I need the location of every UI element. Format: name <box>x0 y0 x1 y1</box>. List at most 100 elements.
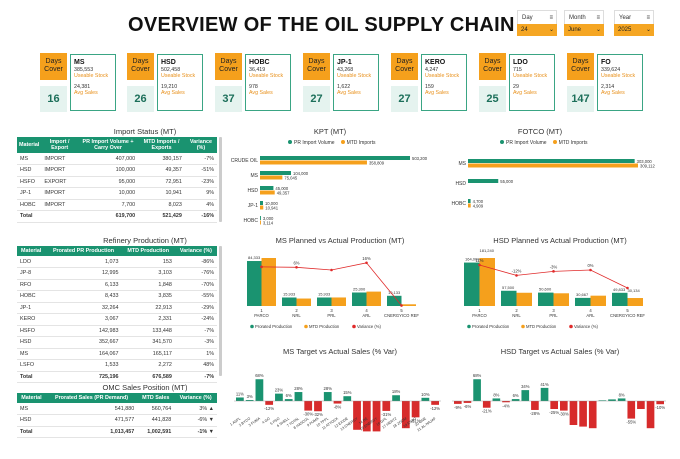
days-cover-value: 37 <box>215 86 242 112</box>
variance-bar <box>284 399 293 401</box>
table-cell: 352,667 <box>45 336 122 349</box>
month-filter[interactable]: Month ≡ June ⌄ <box>564 10 604 36</box>
category-label: CNERGYICO REF <box>610 313 645 318</box>
table-row: HSFO EXPORT 95,000 72,951 -23% <box>17 176 217 188</box>
category-label: 14 BE <box>358 416 369 425</box>
table-row: HSD IMPORT 100,000 49,357 -51% <box>17 164 217 177</box>
column-header[interactable]: Material <box>17 393 46 403</box>
variance-label: 11% <box>475 258 483 263</box>
table-header-row: Material Prorated Sales (PR Demand) MTD Sa… <box>17 393 217 403</box>
variance-label: -32% <box>313 412 323 417</box>
table-cell: -76% <box>174 267 217 280</box>
column-header[interactable]: Variance (%) <box>174 246 217 256</box>
table-cell: -7% <box>184 153 217 165</box>
variance-label: 8% <box>619 392 625 397</box>
avg-sales-value: 1,622 <box>337 83 351 90</box>
column-header[interactable]: MTD Production <box>121 246 175 256</box>
variance-label: -12% <box>512 268 522 273</box>
table-cell: -51% <box>184 164 217 177</box>
mtd-value-label: 4,909 <box>473 204 484 209</box>
column-header[interactable]: Variance (%) <box>184 137 217 153</box>
mtd-bar <box>260 190 275 195</box>
category-label: 5 PSO <box>270 416 281 425</box>
pr-bar <box>468 199 471 203</box>
pr-value-label: 104,000 <box>293 171 309 176</box>
column-header[interactable]: MTD Sales <box>137 393 175 403</box>
chevron-down-icon: ⌄ <box>595 27 601 33</box>
avg-sales-value: 978 <box>249 83 258 90</box>
legend-label: Variance (%) <box>574 324 598 329</box>
variance-bar <box>627 401 636 419</box>
variance-bar <box>421 397 430 401</box>
total-cell: 521,429 <box>138 210 185 223</box>
card-info: MS 385,553 Useable Stock 24,381 Avg Sale… <box>70 54 116 111</box>
category-number: 3 <box>330 308 333 313</box>
table-cell: 10,000 <box>77 187 139 200</box>
page-title: OVERVIEW OF THE OIL SUPPLY CHAIN <box>128 14 515 36</box>
ms-sales-title: MS Target vs Actual Sales (% Var) <box>283 347 397 356</box>
column-header[interactable]: Import / Export <box>41 137 78 153</box>
table-cell: 95,000 <box>77 176 139 188</box>
variance-label: 23% <box>275 388 284 393</box>
refinery-table-scrollbar[interactable] <box>219 246 222 376</box>
days-cover-value: 27 <box>303 86 330 112</box>
table-header-row: Material Import / Export PR Import Volume … <box>17 137 217 153</box>
table-cell: -86% <box>174 256 217 268</box>
column-header[interactable]: Prorated PR Production <box>45 246 122 256</box>
legend-label: Prorated Production <box>472 324 510 329</box>
legend-mtd: MTD Imports <box>558 140 588 146</box>
days-cover-label: Days Cover <box>127 53 154 80</box>
card-info: HSD 502,458 Useable Stock 19,210 Avg Sal… <box>157 54 203 111</box>
variance-label: -10% <box>655 405 665 410</box>
table-row: JP-8 12,995 3,103 -76% <box>17 267 217 280</box>
variance-bar <box>588 401 597 429</box>
avg-sales-label: Avg Sales <box>337 90 361 97</box>
column-header[interactable]: PR Import Volume + Carry Over <box>77 137 139 153</box>
category-number: 5 <box>626 308 629 313</box>
variance-point <box>515 274 518 277</box>
variance-bar <box>463 401 472 403</box>
variance-label: -55% <box>626 420 636 425</box>
legend-pr: PR Import Volume <box>506 140 547 146</box>
column-header[interactable]: MTD Imports / Exports <box>138 137 185 153</box>
total-cell: 619,700 <box>77 210 139 223</box>
pr-bar <box>260 171 292 175</box>
planned-value-label: 50,600 <box>539 287 552 292</box>
actual-bar <box>261 258 276 306</box>
legend-label: Prorated Production <box>255 324 293 329</box>
table-cell: 49,357 <box>138 164 185 177</box>
variance-label: 18% <box>392 389 401 394</box>
variance-label: -30% <box>303 412 313 417</box>
day-filter[interactable]: Day ≡ 24 ⌄ <box>517 10 557 36</box>
table-cell: 407,000 <box>77 153 139 165</box>
product-name: HOBC <box>249 59 270 66</box>
column-header[interactable]: Material <box>17 246 46 256</box>
variance-bar <box>245 400 254 401</box>
variance-label: -12% <box>264 406 274 411</box>
table-row: JP-1 IMPORT 10,000 10,941 9% <box>17 187 217 200</box>
column-header[interactable]: Material <box>17 137 42 153</box>
year-filter[interactable]: Year ≡ 2025 ⌄ <box>614 10 654 36</box>
column-header[interactable]: Variance (%) <box>174 393 217 403</box>
variance-point <box>589 268 592 272</box>
variance-label: 8% <box>493 392 499 397</box>
total-row: Total 619,700 521,429 -16% <box>17 210 217 223</box>
day-filter-value: 24 <box>521 27 528 33</box>
variance-label: -3% <box>550 264 558 269</box>
product-name: JP-1 <box>337 59 352 66</box>
product-name: LDO <box>513 59 528 66</box>
total-cell: 725,196 <box>45 370 122 383</box>
column-header[interactable]: Prorated Sales (PR Demand) <box>45 393 138 403</box>
import-table-scrollbar[interactable] <box>219 137 222 222</box>
total-cell: Total <box>17 425 46 438</box>
year-filter-label: Year <box>619 15 632 21</box>
table-row: HSD 471,577 441,828 -6% ▼ <box>17 414 217 427</box>
variance-bar <box>392 395 400 401</box>
planned-bar <box>247 261 262 306</box>
variance-label: -51% <box>411 418 421 423</box>
category-number: 3 <box>552 308 555 313</box>
variance-bar <box>560 401 568 411</box>
variance-label: -28% <box>530 411 540 416</box>
variance-bar <box>502 401 510 403</box>
actual-bar <box>627 298 643 306</box>
